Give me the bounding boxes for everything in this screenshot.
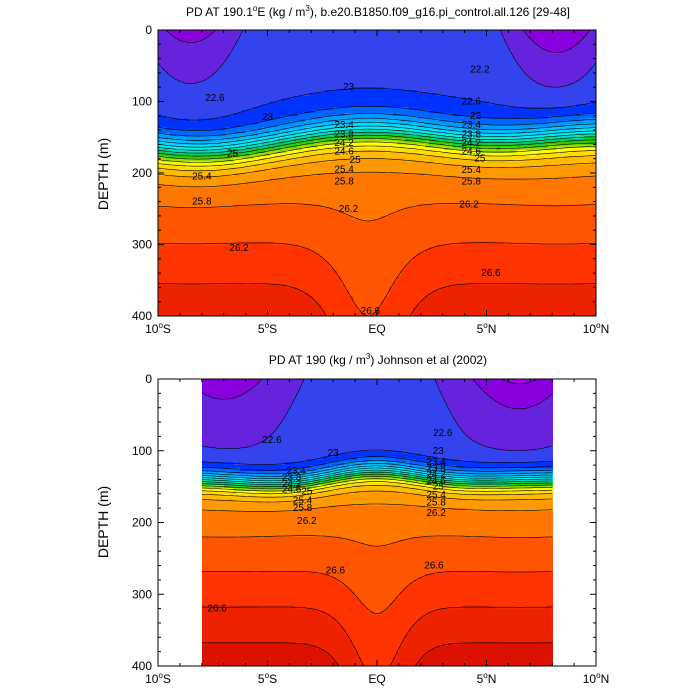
chart-title: PD AT 190.1oE (kg / m3), b.e20.B1850.f09…	[186, 4, 570, 19]
contour-fill	[158, 30, 597, 317]
panel-model: PD AT 190.1oE (kg / m3), b.e20.B1850.f09…	[95, 4, 609, 336]
